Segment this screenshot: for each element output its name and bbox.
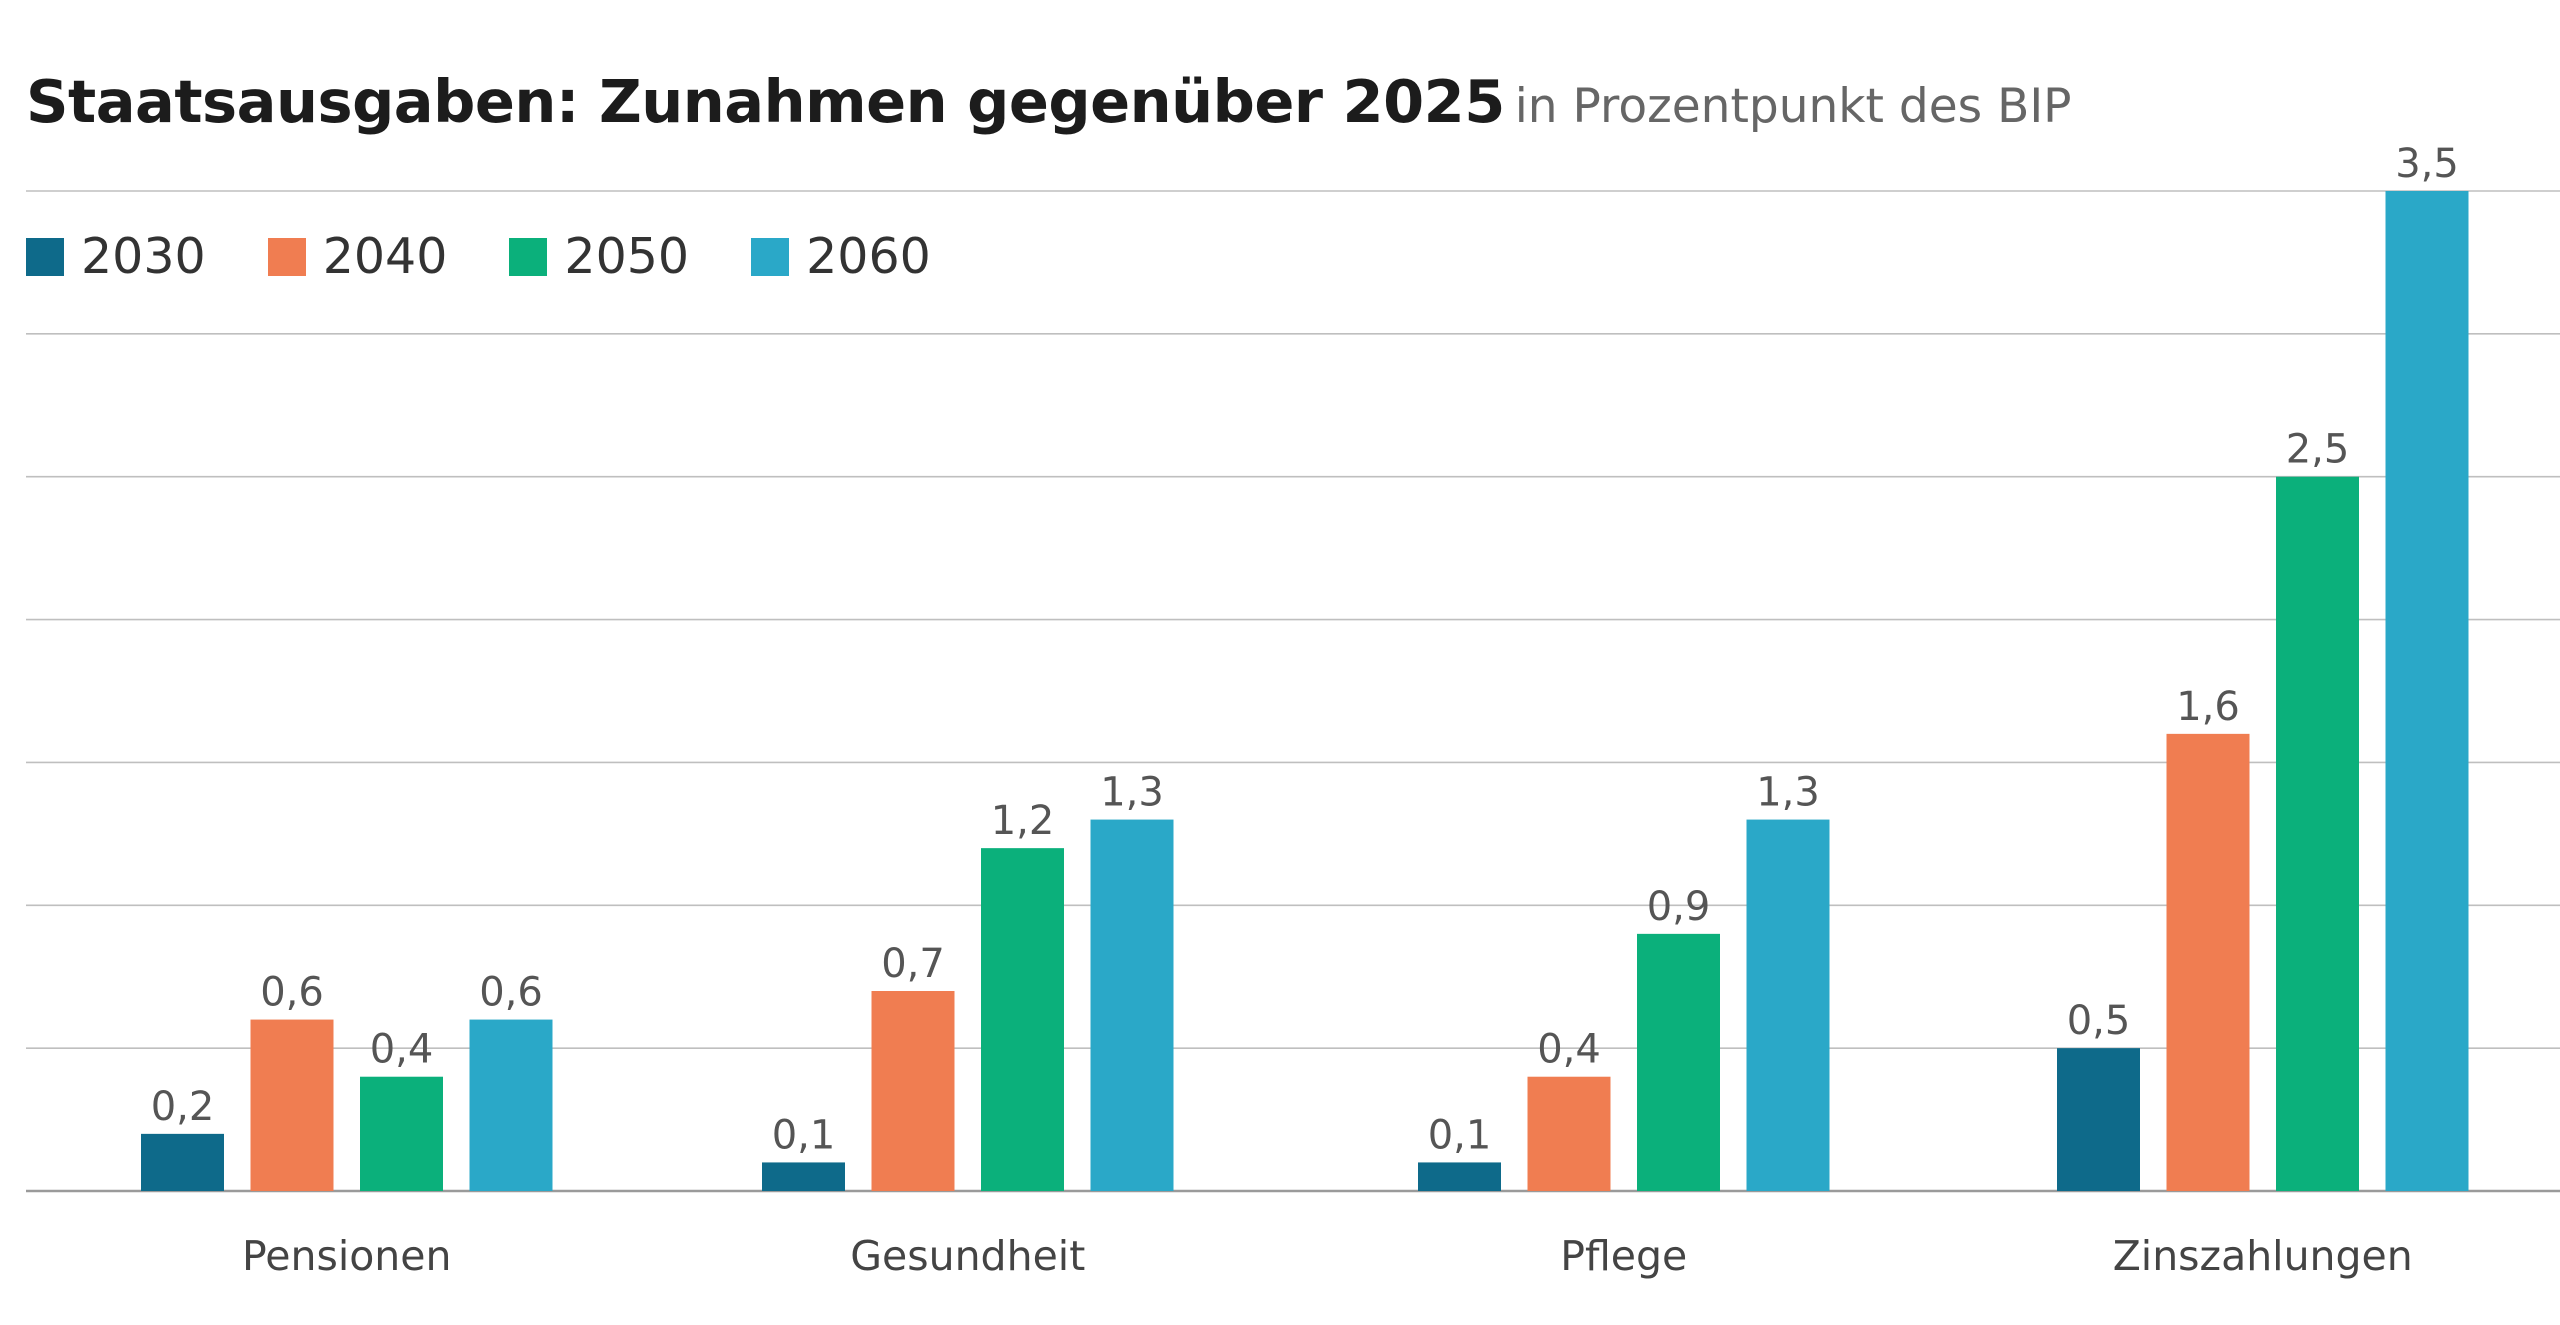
bar-gesundheit-2040 (871, 991, 955, 1191)
bar-pensionen-2040 (250, 1019, 334, 1191)
value-label-pflege-2050: 0,9 (1647, 884, 1711, 930)
value-label-pflege-2060: 1,3 (1756, 770, 1820, 816)
value-label-zinszahlungen-2060: 3,5 (2395, 141, 2459, 187)
bar-pflege-2060 (1746, 819, 1830, 1191)
legend-item-2060: 2060 (751, 232, 931, 281)
value-label-gesundheit-2060: 1,3 (1100, 770, 1164, 816)
value-label-pflege-2030: 0,1 (1428, 1112, 1492, 1158)
category-label-zinszahlungen: Zinszahlungen (2113, 1232, 2413, 1280)
legend-swatch (751, 237, 790, 276)
category-label-pensionen: Pensionen (242, 1232, 452, 1280)
bar-pensionen-2030 (141, 1133, 224, 1191)
legend-label: 2050 (564, 228, 690, 285)
value-label-pensionen-2040: 0,6 (260, 970, 324, 1016)
value-label-gesundheit-2030: 0,1 (772, 1112, 836, 1158)
category-label-gesundheit: Gesundheit (850, 1232, 1085, 1280)
value-label-pensionen-2060: 0,6 (479, 970, 543, 1016)
bar-pensionen-2060 (469, 1019, 553, 1191)
chart-title: Staatsausgaben: Zunahmen gegenüber 2025 i… (26, 72, 2072, 131)
legend-swatch (267, 237, 306, 276)
chart-subtitle: in Prozentpunkt des BIP (1514, 79, 2072, 134)
value-label-zinszahlungen-2050: 2,5 (2286, 427, 2350, 473)
value-label-gesundheit-2040: 0,7 (881, 941, 945, 987)
bar-gesundheit-2060 (1090, 819, 1174, 1191)
bar-pflege-2030 (1418, 1162, 1501, 1191)
bar-pflege-2040 (1527, 1076, 1611, 1191)
value-labels: 0,2 0,6 0,4 0,6 0,1 0,7 1,2 1,3 0,1 0,4 0,9 1,3 0,5 1… (151, 141, 2459, 1158)
legend-swatch (509, 237, 548, 276)
grid-lines (26, 190, 2560, 1193)
bar-gesundheit-2030 (762, 1162, 845, 1191)
legend-label: 2030 (81, 228, 206, 285)
value-label-zinszahlungen-2040: 1,6 (2176, 684, 2240, 730)
bar-zinszahlungen-2050 (2276, 476, 2359, 1191)
legend-label: 2040 (322, 228, 448, 285)
legend-swatch (26, 237, 64, 276)
value-label-gesundheit-2050: 1,2 (991, 798, 1055, 844)
chart-legend: 2030 2040 2050 2060 (26, 232, 993, 281)
value-label-pensionen-2030: 0,2 (151, 1084, 215, 1130)
category-labels: Pensionen Gesundheit Pflege Zinszahlungen (242, 1232, 2413, 1280)
bar-pflege-2050 (1637, 933, 1720, 1191)
bar-zinszahlungen-2060 (2385, 191, 2469, 1191)
legend-label: 2060 (806, 228, 931, 285)
value-label-zinszahlungen-2030: 0,5 (2067, 998, 2131, 1044)
bar-zinszahlungen-2030 (2057, 1048, 2140, 1191)
bar-gesundheit-2050 (981, 848, 1064, 1191)
legend-item-2040: 2040 (267, 228, 448, 285)
category-label-pflege: Pflege (1560, 1232, 1687, 1280)
bar-pensionen-2050 (360, 1076, 443, 1191)
legend-item-2030: 2030 (26, 232, 206, 281)
chart-title-main: Staatsausgaben: Zunahmen gegenüber 2025 (26, 67, 1505, 136)
bars (141, 191, 2469, 1191)
value-label-pflege-2040: 0,4 (1537, 1027, 1601, 1073)
bar-zinszahlungen-2040 (2166, 733, 2250, 1191)
legend-item-2050: 2050 (509, 232, 689, 281)
value-label-pensionen-2050: 0,4 (370, 1027, 434, 1073)
